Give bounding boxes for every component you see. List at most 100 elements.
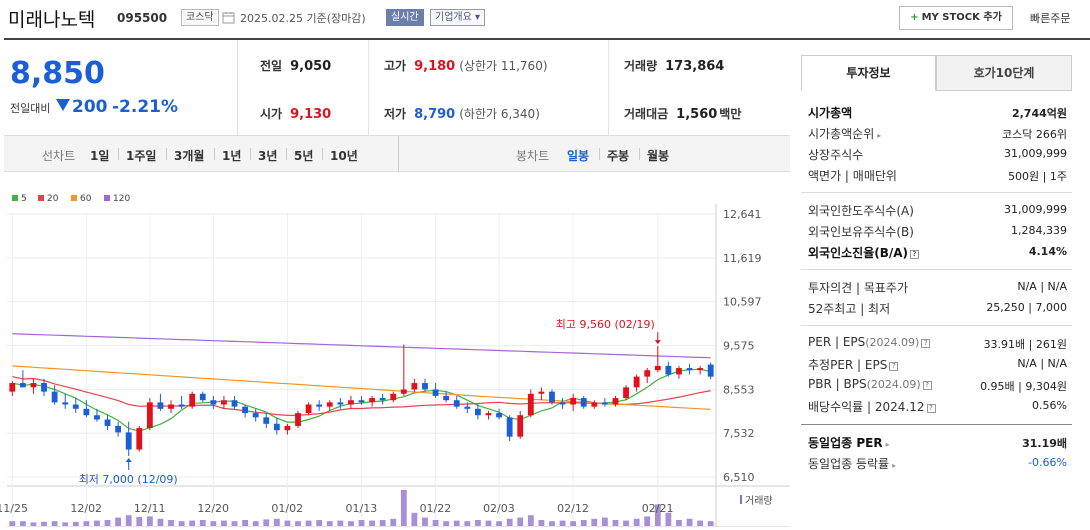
candle-body bbox=[549, 391, 555, 403]
candle-chart-label: 봉차트 bbox=[516, 149, 550, 163]
period-10y[interactable]: 10년 bbox=[330, 149, 358, 163]
candle-body bbox=[654, 365, 661, 371]
candle-body bbox=[9, 383, 16, 392]
volume-bar bbox=[453, 520, 460, 526]
candle-body bbox=[30, 383, 37, 388]
industry-rate-row[interactable]: 동일업종 등락률 ▸ -0.66% bbox=[808, 456, 1067, 471]
est-per-row: 추정PER | EPS? N/A | N/A bbox=[808, 357, 1067, 372]
add-my-stock-button[interactable]: + MY STOCK 추가 bbox=[899, 6, 1013, 30]
candle-body bbox=[168, 404, 174, 409]
volume-bar bbox=[146, 516, 153, 526]
divider bbox=[801, 269, 1072, 270]
volume-bar bbox=[348, 521, 354, 526]
down-arrow-icon bbox=[56, 99, 70, 114]
volume-bar bbox=[379, 520, 386, 526]
volume-bar bbox=[263, 519, 270, 526]
candle-body bbox=[221, 400, 227, 405]
candle-body bbox=[443, 395, 450, 401]
x-tick-label: 01/22 bbox=[419, 502, 452, 515]
company-overview-dropdown[interactable]: 기업개요 ▾ bbox=[430, 9, 485, 26]
candle-body bbox=[506, 417, 513, 437]
volume-bar bbox=[496, 521, 502, 526]
volume-bar bbox=[665, 512, 672, 526]
y-tick-label: 10,597 bbox=[723, 296, 762, 309]
high-arrow-icon bbox=[654, 340, 661, 345]
period-1y[interactable]: 1년 bbox=[222, 149, 242, 163]
legend-label: 120 bbox=[113, 194, 130, 204]
chevron-right-icon: ▸ bbox=[877, 131, 882, 140]
help-icon[interactable]: ? bbox=[910, 250, 920, 259]
quote-date: 2025.02.25 기준(장마감) bbox=[240, 12, 366, 25]
legend-swatch bbox=[104, 195, 110, 201]
help-icon[interactable]: ? bbox=[926, 404, 936, 413]
candle-body bbox=[273, 423, 280, 431]
volume-bar bbox=[707, 521, 714, 526]
volume-bar bbox=[559, 520, 566, 526]
candle-monthly[interactable]: 월봉 bbox=[647, 149, 670, 163]
market-cap-row: 시가총액 2,744억원 bbox=[808, 106, 1067, 120]
change-percent: -2.21% bbox=[112, 97, 179, 117]
volume-bar bbox=[400, 490, 407, 526]
candle-body bbox=[178, 404, 185, 407]
volume-legend-swatch bbox=[740, 495, 742, 504]
candle-body bbox=[41, 383, 47, 392]
candle-body bbox=[538, 391, 545, 394]
period-3y[interactable]: 3년 bbox=[258, 149, 278, 163]
candle-body bbox=[580, 398, 587, 407]
volume-bar bbox=[474, 520, 481, 526]
candle-weekly[interactable]: 주봉 bbox=[607, 149, 630, 163]
candle-body bbox=[62, 402, 69, 405]
candle-body bbox=[422, 383, 428, 390]
separator bbox=[639, 148, 640, 160]
volume-bar bbox=[83, 521, 90, 526]
volume-bar bbox=[221, 520, 227, 526]
y-tick-label: 7,532 bbox=[723, 427, 755, 440]
volume-bar bbox=[295, 521, 301, 526]
period-1w[interactable]: 1주일 bbox=[126, 149, 157, 163]
period-5y[interactable]: 5년 bbox=[294, 149, 314, 163]
volume-bar bbox=[157, 518, 164, 526]
prev-close: 전일 9,050 bbox=[260, 59, 332, 74]
realtime-badge[interactable]: 실시간 bbox=[386, 9, 424, 26]
candle-body bbox=[337, 402, 344, 405]
separator bbox=[118, 148, 119, 160]
candle-body bbox=[94, 415, 100, 420]
help-icon[interactable]: ? bbox=[889, 362, 899, 371]
candle-body bbox=[157, 402, 164, 409]
candle-daily[interactable]: 일봉 bbox=[567, 149, 590, 163]
help-icon[interactable]: ? bbox=[921, 339, 931, 348]
candle-body bbox=[326, 402, 333, 407]
candle-body bbox=[686, 368, 693, 371]
industry-per-row[interactable]: 동일업종 PER ▸ 31.19배 bbox=[808, 436, 1067, 450]
volume-bar bbox=[337, 520, 344, 526]
quick-order-link[interactable]: 빠른주문 bbox=[1030, 12, 1071, 25]
face-value-row: 액면가 | 매매단위 500원 | 1주 bbox=[808, 169, 1067, 183]
volume-bar bbox=[612, 520, 619, 526]
calendar-icon bbox=[222, 11, 235, 27]
volume-bar bbox=[62, 522, 69, 526]
cap-rank-row[interactable]: 시가총액순위 ▸ 코스닥 266위 bbox=[808, 127, 1067, 141]
candle-body bbox=[612, 398, 619, 405]
candle-body bbox=[210, 400, 217, 405]
volume-bar bbox=[358, 520, 365, 526]
volume-bar bbox=[305, 520, 312, 526]
x-tick-label: 12/20 bbox=[197, 502, 230, 515]
volume-bar bbox=[633, 518, 640, 526]
legend-label: 20 bbox=[47, 194, 59, 204]
candle-body bbox=[125, 432, 132, 450]
change-amount: 200 bbox=[72, 97, 108, 117]
separator bbox=[250, 148, 251, 160]
period-3m[interactable]: 3개월 bbox=[174, 149, 205, 163]
tab-order-book[interactable]: 호가10단계 bbox=[936, 55, 1072, 91]
legend-swatch bbox=[71, 195, 77, 201]
help-icon[interactable]: ? bbox=[922, 381, 932, 390]
volume-bar bbox=[601, 517, 608, 526]
volume-bar bbox=[125, 515, 132, 526]
volume: 거래량 173,864 bbox=[624, 59, 725, 74]
tab-investment-info[interactable]: 투자정보 bbox=[801, 55, 936, 91]
chevron-right-icon: ▸ bbox=[892, 461, 897, 470]
period-1d[interactable]: 1일 bbox=[90, 149, 110, 163]
volume-bar bbox=[390, 518, 397, 526]
company-name: 미래나노텍 bbox=[8, 9, 96, 31]
candle-body bbox=[496, 413, 502, 418]
